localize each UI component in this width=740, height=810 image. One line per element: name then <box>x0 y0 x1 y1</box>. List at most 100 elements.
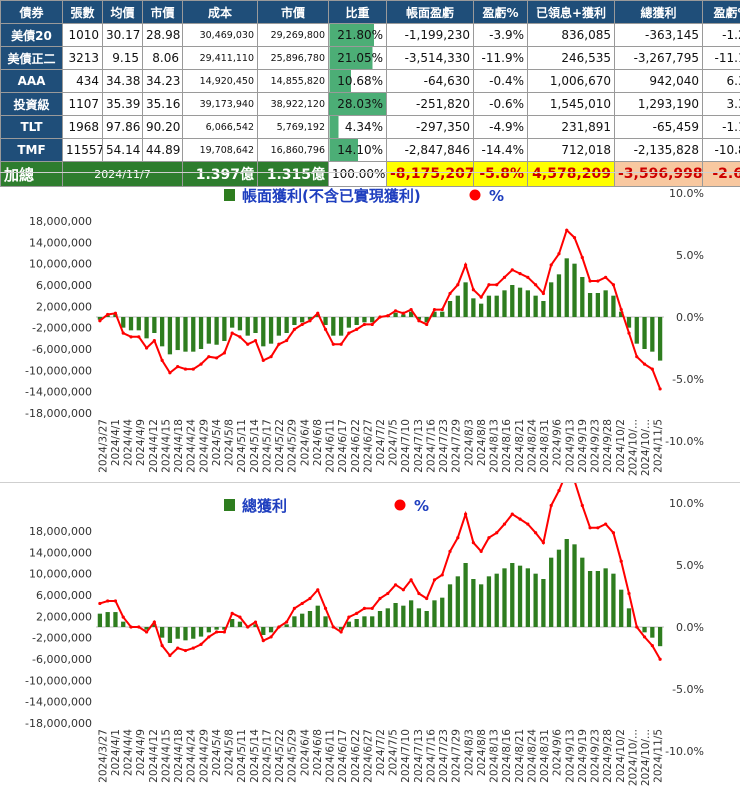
cell-cost: 39,173,940 <box>182 92 258 116</box>
x-tick-label: 2024/5/29 <box>287 729 299 783</box>
percent-point <box>362 606 367 610</box>
percent-point <box>386 314 390 318</box>
profit-bar <box>650 317 655 352</box>
profit-bar <box>183 627 188 641</box>
profit-bar <box>323 317 328 325</box>
profit-bar <box>541 579 546 627</box>
profit-bar <box>214 627 219 630</box>
percent-point <box>207 355 211 359</box>
x-tick-label: 2024/3/27 <box>97 729 109 783</box>
x-tick-label: 2024/8/31 <box>539 419 551 473</box>
cell-market-value: 16,860,796 <box>257 138 329 162</box>
cell-cost: 30,469,030 <box>182 23 258 47</box>
profit-bar <box>136 317 141 331</box>
cell-income: 1,545,010 <box>527 92 615 116</box>
profit-bar <box>175 317 180 351</box>
profit-bar <box>587 571 593 627</box>
profit-bar <box>105 315 110 317</box>
percent-point <box>448 549 452 553</box>
cell-weight: 21.80% <box>328 23 387 47</box>
x-tick-label: 2024/5/4 <box>211 729 223 776</box>
profit-bar <box>549 282 554 317</box>
percent-point <box>316 311 320 315</box>
x-tick-label: 2024/5/14 <box>249 419 261 473</box>
profit-bar <box>619 311 624 317</box>
profit-bar <box>315 605 320 627</box>
percent-point <box>160 358 164 362</box>
profit-bar <box>105 612 110 627</box>
cell-weight: 10.68% <box>328 69 387 93</box>
profit-bar <box>479 303 484 317</box>
percent-point <box>425 322 429 327</box>
legend-line-label: % <box>414 497 429 515</box>
profit-bar <box>486 576 492 627</box>
cell-cost: 19,708,642 <box>182 138 258 162</box>
bar-series <box>97 539 663 647</box>
percent-point <box>440 573 444 577</box>
percent-point <box>518 272 522 276</box>
x-tick-label: 2024/7/13 <box>413 729 425 783</box>
percent-point <box>440 307 444 312</box>
total-profit: -3,596,998 <box>614 161 703 187</box>
profit-bar <box>393 603 398 627</box>
cell-weight: 28.03% <box>328 92 387 116</box>
x-tick-label: 2024/8/13 <box>489 419 501 473</box>
profit-bar <box>97 317 103 320</box>
percent-point <box>277 342 281 346</box>
percent-point <box>604 275 608 279</box>
profit-bar <box>619 589 624 627</box>
percent-point <box>456 536 460 540</box>
cell-bond-name: 美債正二 <box>0 46 63 70</box>
x-tick-label: 2024/8/21 <box>514 729 526 783</box>
header-market-value: 市價 <box>257 0 329 24</box>
percent-point <box>207 635 211 639</box>
x-tick-label: 2024/9/13 <box>564 729 576 783</box>
profit-bar <box>331 317 336 336</box>
x-tick-label: 2024/9/28 <box>602 729 614 783</box>
x-tick-label: 2024/4/12 <box>148 419 160 473</box>
percent-point <box>160 644 164 648</box>
x-tick-label: 2024/4/29 <box>198 729 210 783</box>
x-tick-label: 2024/8/24 <box>526 729 538 783</box>
cell-cost: 29,411,110 <box>182 46 258 70</box>
percent-point <box>246 342 250 346</box>
percent-point <box>611 531 616 535</box>
profit-bar <box>494 573 499 627</box>
legend-bar-swatch <box>224 189 235 201</box>
percent-point <box>292 606 297 610</box>
y-left-tick-label: 14,000,000 <box>29 236 92 249</box>
percent-point <box>541 291 545 296</box>
percent-point <box>347 331 351 335</box>
total-profit-chart-panel: 總獲利% 18,000,000 14,000,000 10,000,000 6,000,… <box>0 482 740 809</box>
profit-bar <box>564 258 569 317</box>
percent-point <box>604 522 608 526</box>
percent-point <box>199 642 203 646</box>
percent-point <box>619 559 623 563</box>
profit-bar <box>370 616 375 627</box>
percent-point <box>580 503 584 508</box>
percent-point <box>370 606 374 610</box>
cell-book-pl-pct: -4.9% <box>473 115 528 139</box>
percent-point <box>362 322 367 327</box>
x-tick-label: 2024/7/23 <box>438 419 450 473</box>
x-tick-label: 2024/7/5 <box>388 419 400 466</box>
profit-bar <box>494 295 499 317</box>
legend-line-swatch <box>394 499 406 511</box>
y-right-tick-label: -5.0% <box>672 683 704 696</box>
profit-bar <box>292 616 297 627</box>
x-tick-label: 2024/8/24 <box>526 419 538 473</box>
percent-point <box>565 228 569 232</box>
profit-bar <box>198 627 204 637</box>
profit-bar <box>362 317 367 323</box>
percent-point <box>323 327 328 331</box>
percent-point <box>479 295 483 299</box>
profit-bar <box>370 317 375 323</box>
percent-point <box>113 311 118 315</box>
profit-bar <box>346 317 352 328</box>
total-profit-chart: 總獲利 % 18,000,000 14,000,000 10,000,000 6,000,… <box>25 483 704 786</box>
x-tick-label: 2024/4/12 <box>148 729 160 783</box>
profit-bar <box>455 576 460 627</box>
percent-point <box>635 625 639 629</box>
profit-bar <box>276 317 281 336</box>
table-header-row: 債券 張數 均價 市價 成本 市價 比重 帳面盈虧 盈虧% 已領息+獲利 總獲利… <box>0 0 740 24</box>
